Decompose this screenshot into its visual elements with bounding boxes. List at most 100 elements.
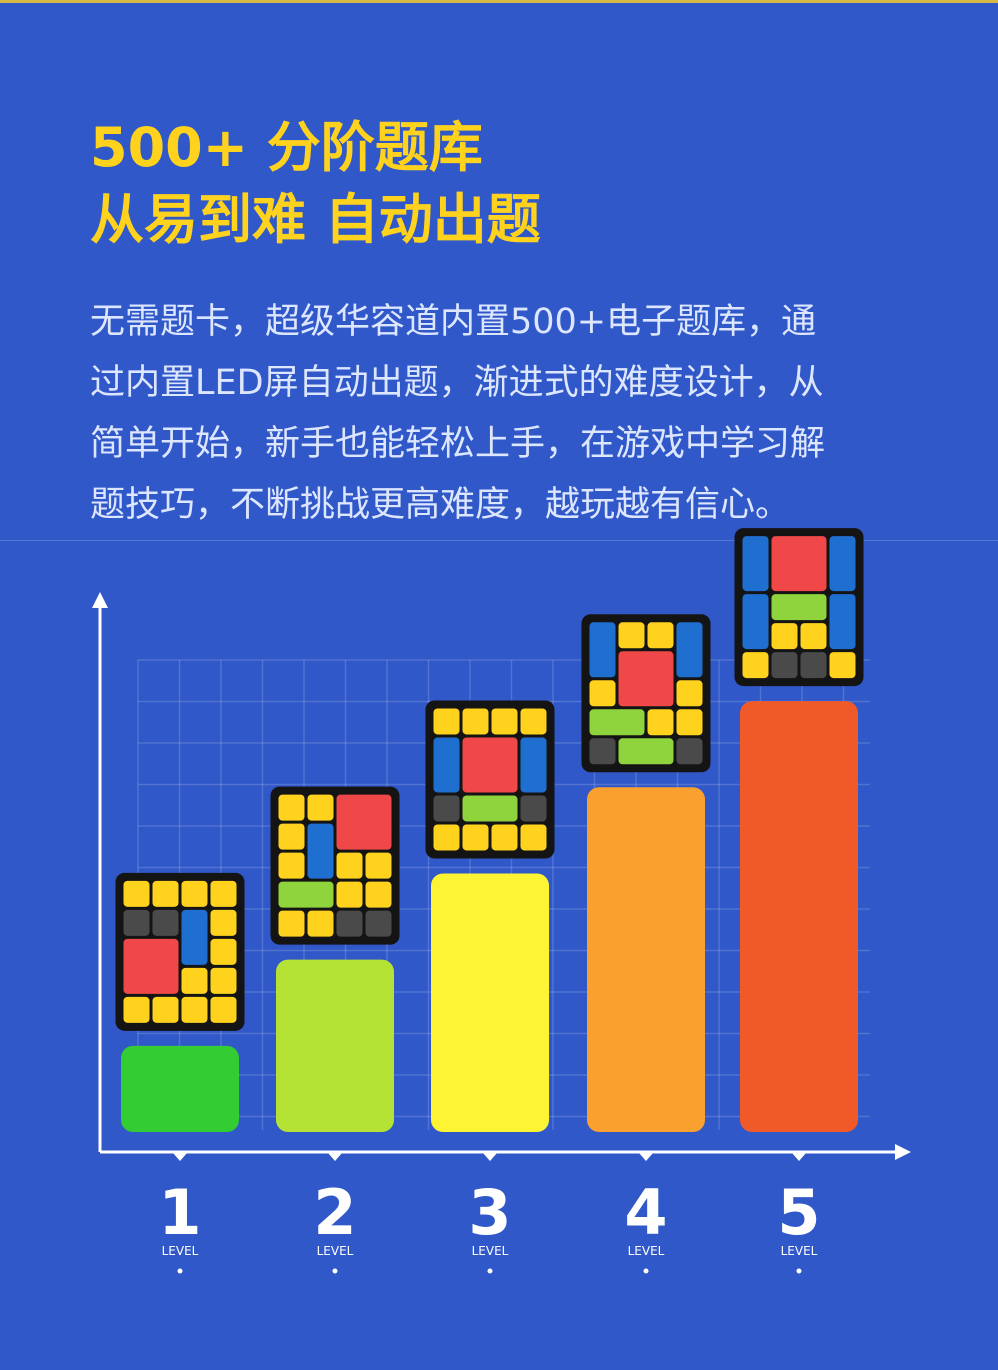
puzzle-block-yellow bbox=[462, 824, 489, 851]
puzzle-block-gray bbox=[676, 738, 703, 765]
puzzle-block-yellow bbox=[676, 680, 703, 707]
puzzle-block-blue bbox=[676, 622, 703, 678]
chart-puzzles bbox=[115, 528, 864, 1031]
puzzle-block-yellow bbox=[181, 967, 208, 994]
level-number: 4 bbox=[624, 1176, 667, 1249]
puzzle-block-blue bbox=[742, 536, 769, 592]
puzzle-block-yellow bbox=[307, 910, 334, 937]
description-line-2: 过内置LED屏自动出题，渐进式的难度设计，从 bbox=[90, 363, 824, 403]
puzzle-block-yellow bbox=[210, 880, 237, 907]
level-number: 3 bbox=[468, 1176, 511, 1249]
top-accent-line bbox=[0, 0, 998, 3]
level-1-puzzle bbox=[115, 872, 245, 1031]
puzzle-block-green bbox=[462, 795, 518, 822]
puzzle-block-gray bbox=[771, 652, 798, 679]
puzzle-block-gray bbox=[589, 738, 616, 765]
x-tick-marker bbox=[483, 1153, 497, 1161]
puzzle-block-red bbox=[336, 794, 392, 850]
puzzle-block-yellow bbox=[771, 623, 798, 650]
puzzle-block-blue bbox=[433, 737, 460, 793]
headline: 500+ 分阶题库 从易到难 自动出题 bbox=[90, 112, 541, 256]
puzzle-block-yellow bbox=[742, 652, 769, 679]
puzzle-block-yellow bbox=[462, 708, 489, 735]
puzzle-block-yellow bbox=[491, 824, 518, 851]
puzzle-block-yellow bbox=[433, 708, 460, 735]
puzzle-block-green bbox=[278, 881, 334, 908]
x-tick-marker bbox=[639, 1153, 653, 1161]
puzzle-block-yellow bbox=[365, 852, 392, 879]
bar-level-1 bbox=[121, 1045, 239, 1132]
puzzle-block-red bbox=[618, 651, 674, 707]
puzzle-block-blue bbox=[829, 594, 856, 650]
puzzle-block-green bbox=[589, 709, 645, 736]
puzzle-block-yellow bbox=[647, 622, 674, 649]
level-caption: LEVEL bbox=[628, 1244, 665, 1258]
puzzle-block-yellow bbox=[520, 708, 547, 735]
puzzle-block-yellow bbox=[800, 623, 827, 650]
level-5-puzzle bbox=[734, 528, 864, 687]
level-dot bbox=[487, 1268, 493, 1274]
level-dot bbox=[332, 1268, 338, 1274]
puzzle-block-gray bbox=[336, 910, 363, 937]
puzzle-block-yellow bbox=[152, 996, 179, 1023]
level-caption: LEVEL bbox=[162, 1244, 199, 1258]
puzzle-block-yellow bbox=[278, 823, 305, 850]
level-4-puzzle bbox=[581, 614, 711, 773]
level-3-puzzle bbox=[425, 700, 555, 859]
puzzle-block-gray bbox=[152, 909, 179, 936]
puzzle-block-red bbox=[771, 536, 827, 592]
description-line-1: 无需题卡，超级华容道内置500+电子题库，通 bbox=[90, 302, 817, 342]
puzzle-block-blue bbox=[742, 594, 769, 650]
puzzle-block-yellow bbox=[676, 709, 703, 736]
puzzle-block-blue bbox=[181, 909, 208, 965]
description: 无需题卡，超级华容道内置500+电子题库，通 过内置LED屏自动出题，渐进式的难… bbox=[90, 292, 920, 536]
puzzle-block-yellow bbox=[210, 938, 237, 965]
chart-bars bbox=[121, 701, 858, 1132]
puzzle-block-red bbox=[462, 737, 518, 793]
puzzle-block-yellow bbox=[152, 880, 179, 907]
level-dot bbox=[643, 1268, 649, 1274]
puzzle-block-yellow bbox=[307, 794, 334, 821]
x-tick-marker bbox=[173, 1153, 187, 1161]
puzzle-block-gray bbox=[433, 795, 460, 822]
puzzle-block-yellow bbox=[433, 824, 460, 851]
description-line-3: 简单开始，新手也能轻松上手，在游戏中学习解 bbox=[90, 424, 826, 464]
level-dot bbox=[177, 1268, 183, 1274]
puzzle-block-yellow bbox=[336, 852, 363, 879]
level-2-puzzle bbox=[270, 786, 400, 945]
puzzle-block-yellow bbox=[210, 909, 237, 936]
x-tick-marker bbox=[792, 1153, 806, 1161]
puzzle-block-yellow bbox=[278, 794, 305, 821]
puzzle-block-yellow bbox=[181, 996, 208, 1023]
bar-level-2 bbox=[276, 959, 394, 1132]
puzzle-block-yellow bbox=[123, 996, 150, 1023]
puzzle-block-blue bbox=[307, 823, 334, 879]
level-number: 5 bbox=[777, 1176, 820, 1249]
puzzle-block-yellow bbox=[210, 967, 237, 994]
puzzle-block-blue bbox=[829, 536, 856, 592]
level-caption: LEVEL bbox=[317, 1244, 354, 1258]
puzzle-block-gray bbox=[123, 909, 150, 936]
headline-line-2: 从易到难 自动出题 bbox=[90, 188, 541, 251]
puzzle-block-yellow bbox=[278, 852, 305, 879]
puzzle-block-yellow bbox=[365, 881, 392, 908]
y-axis-arrow bbox=[92, 592, 108, 608]
headline-line-1: 500+ 分阶题库 bbox=[90, 116, 483, 179]
description-line-4: 题技巧，不断挑战更高难度，越玩越有信心。 bbox=[90, 485, 791, 525]
level-number: 1 bbox=[158, 1176, 201, 1249]
level-caption: LEVEL bbox=[781, 1244, 818, 1258]
level-caption: LEVEL bbox=[472, 1244, 509, 1258]
puzzle-block-green bbox=[618, 738, 674, 765]
bar-level-3 bbox=[431, 873, 549, 1132]
puzzle-block-gray bbox=[800, 652, 827, 679]
section-divider bbox=[0, 540, 998, 541]
level-dot bbox=[796, 1268, 802, 1274]
chart-axes bbox=[92, 592, 911, 1160]
puzzle-block-yellow bbox=[123, 880, 150, 907]
bar-level-4 bbox=[587, 787, 705, 1132]
puzzle-block-yellow bbox=[520, 824, 547, 851]
puzzle-block-yellow bbox=[491, 708, 518, 735]
puzzle-block-yellow bbox=[336, 881, 363, 908]
